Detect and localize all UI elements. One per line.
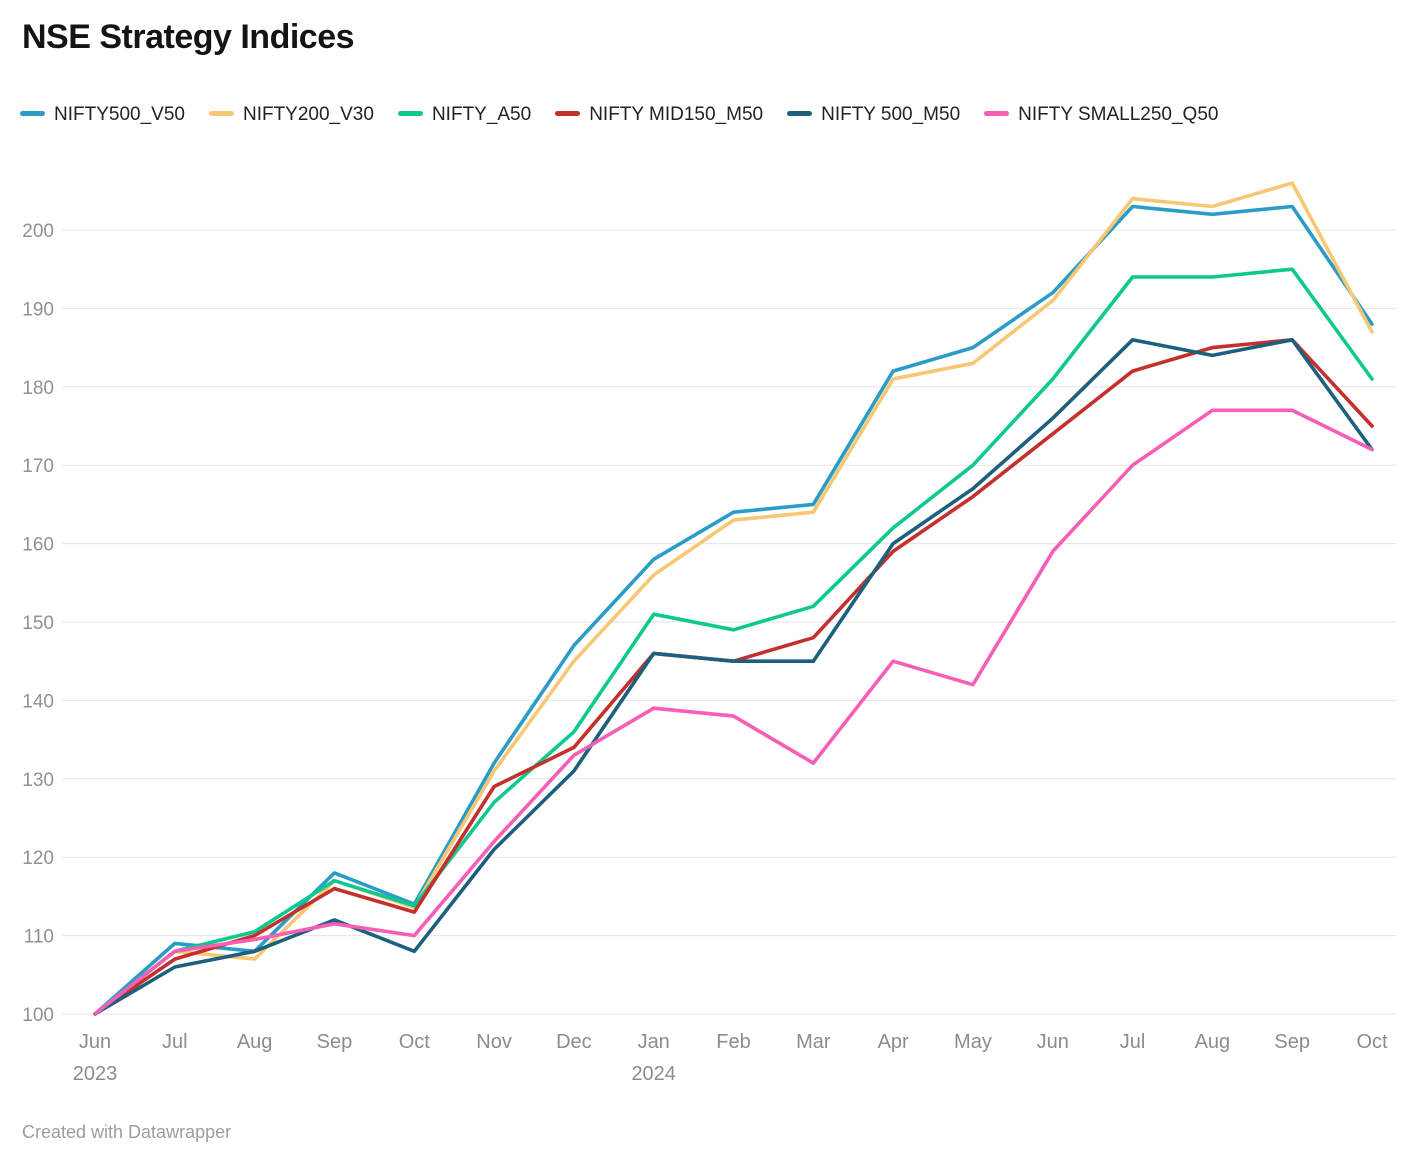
x-tick-year-label: 2024 <box>631 1063 676 1085</box>
legend-item-nifty-mid150_m50[interactable]: NIFTY MID150_M50 <box>555 104 763 125</box>
x-tick-label: Dec <box>556 1031 592 1053</box>
y-tick-label: 100 <box>22 1005 54 1026</box>
y-tick-label: 150 <box>22 613 54 634</box>
page-title: NSE Strategy Indices <box>22 18 355 56</box>
legend-swatch-icon <box>20 111 45 116</box>
x-tick-label: Feb <box>716 1031 750 1053</box>
legend-swatch-icon <box>555 111 581 116</box>
x-tick-label: Sep <box>1274 1031 1310 1053</box>
y-tick-label: 180 <box>22 378 54 399</box>
legend-label: NIFTY SMALL250_Q50 <box>1018 104 1219 125</box>
legend-swatch-icon <box>397 111 423 116</box>
y-tick-label: 110 <box>24 927 54 948</box>
y-tick-label: 140 <box>22 691 54 712</box>
x-tick-label: Apr <box>878 1031 909 1053</box>
x-tick-label: Jul <box>1120 1031 1146 1053</box>
legend-item-nifty200_v30[interactable]: NIFTY200_V30 <box>208 104 374 125</box>
legend-label: NIFTY_A50 <box>431 104 532 125</box>
x-tick-label: Sep <box>317 1031 353 1053</box>
y-tick-label: 160 <box>22 535 54 556</box>
x-tick-label: Aug <box>237 1031 273 1053</box>
y-tick-label: 200 <box>22 221 54 242</box>
series-line-nifty-small250_q50 <box>93 408 1374 1016</box>
x-tick-label: Oct <box>399 1031 431 1053</box>
legend-item-nifty-500_m50[interactable]: NIFTY 500_M50 <box>787 104 960 125</box>
y-tick-label: 120 <box>22 848 54 869</box>
legend-item-nifty-small250_q50[interactable]: NIFTY SMALL250_Q50 <box>984 104 1218 125</box>
x-tick-label: Aug <box>1195 1031 1231 1053</box>
legend-label: NIFTY200_V30 <box>242 104 374 125</box>
legend-swatch-icon <box>208 111 234 116</box>
series-line-nifty_a50 <box>93 267 1374 1016</box>
legend-swatch-icon <box>984 111 1010 116</box>
legend-label: NIFTY500_V50 <box>54 104 185 125</box>
y-tick-label: 130 <box>22 770 54 791</box>
y-tick-label: 170 <box>22 456 54 477</box>
x-tick-label: Jun <box>1037 1031 1069 1053</box>
legend-item-nifty_a50[interactable]: NIFTY_A50 <box>397 104 532 125</box>
x-tick-label: Jun <box>79 1031 111 1053</box>
legend: NIFTY500_V50 NIFTY200_V30 NIFTY_A50 NIFTY M… <box>20 92 1355 138</box>
x-tick-label: Jul <box>162 1031 188 1053</box>
x-tick-label: May <box>954 1031 992 1053</box>
y-tick-label: 190 <box>22 299 54 320</box>
x-tick-year-label: 2023 <box>73 1063 118 1085</box>
x-tick-label: Jan <box>638 1031 670 1053</box>
x-tick-label: Oct <box>1356 1031 1388 1053</box>
series-line-nifty500_v50 <box>93 204 1374 1016</box>
legend-label: NIFTY 500_M50 <box>821 104 961 125</box>
legend-item-nifty500_v50[interactable]: NIFTY500_V50 <box>20 104 185 125</box>
x-tick-label: Mar <box>796 1031 831 1053</box>
x-tick-label: Nov <box>476 1031 512 1053</box>
credit-line: Created with Datawrapper <box>22 1122 232 1142</box>
series-line-nifty200_v30 <box>93 181 1374 1016</box>
legend-label: NIFTY MID150_M50 <box>589 104 764 125</box>
legend-swatch-icon <box>787 111 813 116</box>
